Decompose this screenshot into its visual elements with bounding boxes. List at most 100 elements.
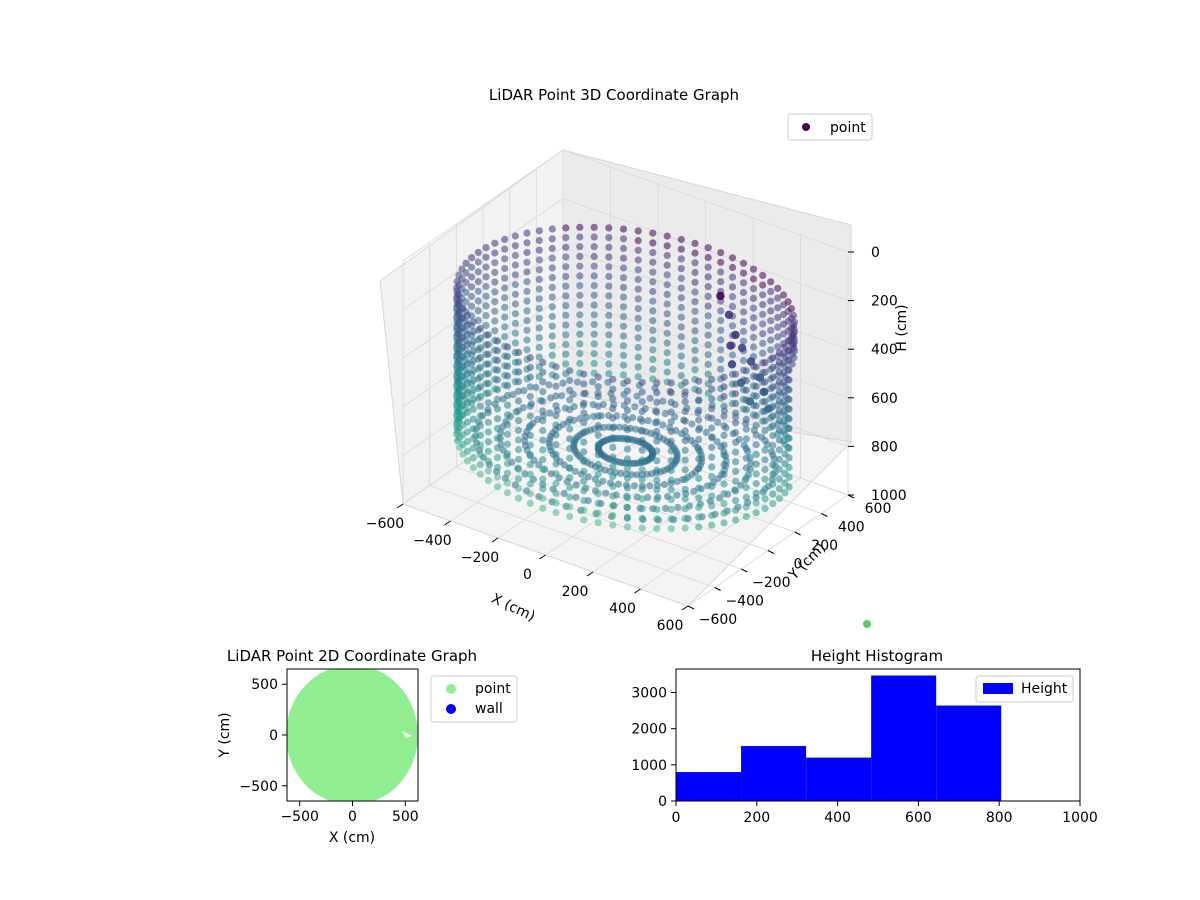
cloud-point — [573, 378, 582, 386]
cloud-point — [572, 493, 580, 501]
cloud-point — [594, 422, 602, 430]
cloud-point — [463, 340, 472, 348]
cloud-point — [717, 249, 725, 257]
cloud-point — [759, 271, 767, 279]
cloud-point — [548, 283, 556, 291]
cloud-point — [491, 278, 499, 286]
cloud-point — [761, 427, 769, 435]
cloud-point — [769, 432, 777, 440]
cloud-point — [653, 418, 661, 426]
cloud-point — [769, 470, 777, 478]
cloud-point — [562, 350, 570, 358]
cloud-point — [476, 383, 484, 391]
cloud-point — [667, 466, 675, 474]
interior-point-2 — [731, 330, 740, 340]
cloud-point — [663, 251, 671, 260]
cloud-point — [717, 355, 725, 364]
cloud-point — [503, 479, 512, 487]
cloud-point — [453, 278, 461, 286]
cloud-point — [468, 263, 476, 271]
cloud-point — [493, 337, 502, 345]
cloud-point — [468, 292, 476, 301]
x-tick-hist-1: 200 — [743, 810, 770, 826]
cloud-point — [781, 353, 789, 361]
cloud-point — [562, 311, 570, 319]
cloud-point — [720, 519, 728, 527]
cloud-point — [749, 265, 758, 273]
cloud-point — [609, 385, 617, 393]
cloud-point — [695, 416, 703, 424]
cloud-point — [761, 465, 769, 474]
cloud-point — [732, 390, 740, 398]
cloud-point — [691, 337, 699, 345]
cloud-point — [691, 366, 699, 374]
cloud-point — [539, 358, 547, 367]
cloud-point — [539, 407, 547, 415]
cloud-point — [526, 402, 534, 410]
cloud-point — [691, 278, 699, 286]
legend-2d-label-point: point — [475, 681, 511, 697]
cloud-point — [484, 438, 492, 446]
grid-floor-y-2 — [456, 466, 742, 570]
cloud-point — [769, 441, 777, 449]
cloud-point — [605, 253, 613, 261]
cloud-point — [634, 256, 642, 264]
legend-3d: point — [787, 113, 873, 141]
cloud-point — [653, 427, 661, 436]
cloud-point — [667, 496, 675, 504]
x-tick-hist-5: 1000 — [1062, 810, 1098, 826]
cloud-point — [476, 373, 484, 381]
cloud-point — [775, 358, 784, 366]
cloud-point — [523, 326, 531, 334]
cloud-point — [619, 254, 628, 262]
cloud-point — [691, 259, 699, 267]
cloud-point — [732, 429, 740, 437]
cloud-point — [552, 382, 560, 390]
cloud-point — [769, 500, 777, 508]
cloud-point — [580, 448, 588, 456]
cloud-point — [720, 383, 728, 391]
cloud-point — [742, 474, 750, 482]
cloud-point — [775, 387, 784, 396]
interior-point-4 — [746, 357, 756, 366]
cloud-point — [609, 502, 617, 510]
cloud-point — [484, 467, 492, 475]
cloud-point — [728, 302, 737, 310]
cloud-point — [514, 475, 523, 483]
cloud-point — [691, 317, 699, 325]
cloud-point — [695, 397, 703, 405]
cloud-point — [742, 367, 750, 375]
cloud-point — [739, 279, 748, 287]
cloud-point — [605, 340, 613, 349]
cloud-point — [781, 460, 789, 468]
cloud-point — [732, 467, 740, 475]
cloud-point — [638, 485, 646, 493]
cloud-point — [493, 444, 502, 452]
cloud-point — [619, 274, 628, 282]
cloud-point — [638, 398, 646, 406]
cloud-point — [594, 509, 602, 517]
cloud-point — [775, 349, 784, 357]
cloud-point — [463, 321, 472, 329]
cloud-point — [484, 447, 492, 455]
cloud-point — [484, 399, 492, 407]
cloud-point — [717, 258, 725, 266]
cloud-point — [594, 480, 602, 488]
cloud-point — [653, 398, 661, 406]
histogram-title: Height Histogram — [811, 647, 943, 665]
cloud-point — [774, 313, 782, 322]
cloud-point — [787, 305, 796, 313]
cloud-point — [638, 514, 646, 523]
cloud-point — [695, 503, 703, 512]
cloud-point — [781, 479, 789, 487]
x-tick-hist-0: 0 — [672, 810, 681, 826]
cloud-point — [566, 464, 574, 472]
cloud-point — [681, 446, 689, 454]
cloud-point — [775, 378, 784, 386]
cloud-point — [476, 354, 484, 362]
cloud-point — [653, 447, 661, 455]
cloud-point — [501, 264, 509, 273]
cloud-point — [476, 441, 484, 449]
cloud-point — [576, 340, 584, 348]
hist-bar-1 — [741, 746, 807, 801]
